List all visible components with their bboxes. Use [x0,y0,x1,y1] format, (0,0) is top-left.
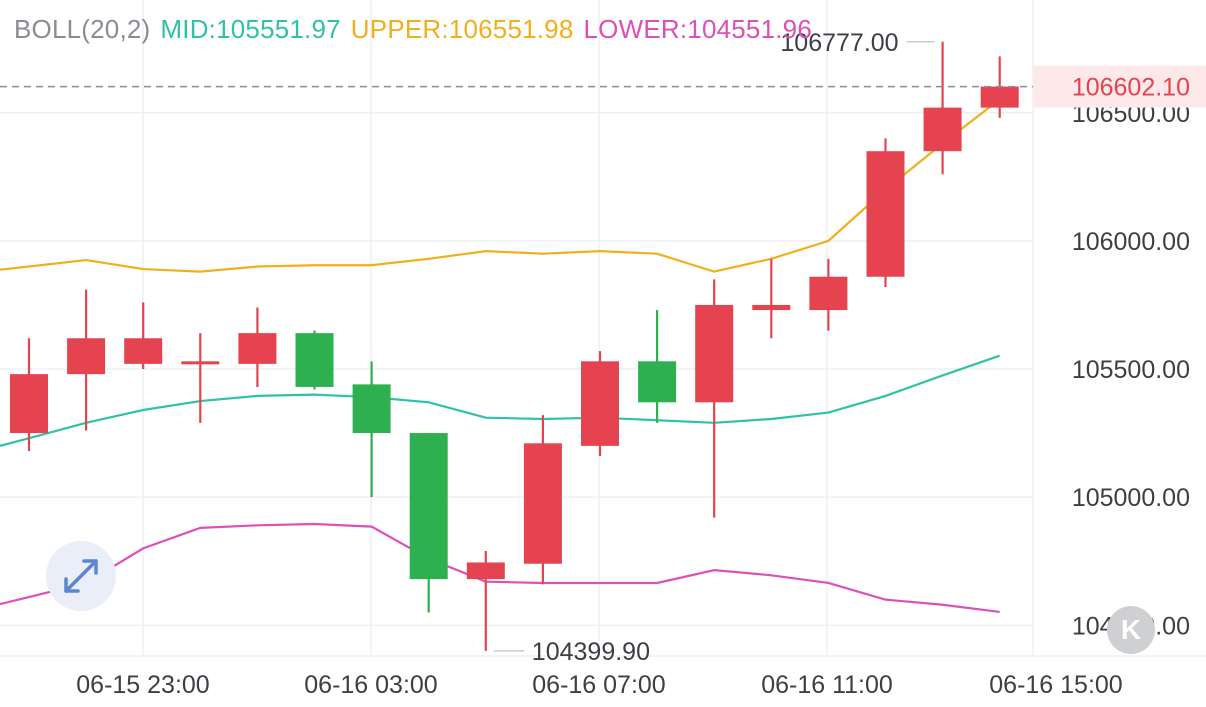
candle-body[interactable] [181,361,220,365]
candle-body[interactable] [10,374,48,434]
y-tick-label: 105000.00 [1072,484,1190,512]
x-tick-label: 06-16 07:00 [532,671,665,699]
x-tick-label: 06-16 15:00 [989,671,1122,699]
x-tick-label: 06-16 03:00 [304,671,437,699]
x-tick-label: 06-15 23:00 [76,671,209,699]
boll-upper-line [0,98,1001,273]
candle-body[interactable] [67,338,106,375]
candle-body[interactable] [238,333,277,364]
legend-upper: UPPER:106551.98 [350,14,574,44]
legend-mid: MID:105551.97 [160,14,341,44]
candle-body[interactable] [923,107,962,152]
boll-mid-line [0,354,1001,447]
low-price-label: 104399.90 [532,638,650,666]
candle-body[interactable] [809,276,848,311]
candle-body[interactable] [695,304,734,403]
candle-body[interactable] [466,562,505,580]
candle-body[interactable] [409,433,448,580]
candle-body[interactable] [980,86,1019,108]
current-price-label: 106602.10 [1072,74,1190,102]
legend-lower: LOWER:104551.96 [583,14,812,44]
candle-body[interactable] [866,151,905,277]
candle-body[interactable] [295,333,334,387]
candle-body[interactable] [581,361,619,446]
candle-body[interactable] [752,304,791,311]
k-logo-icon: K [1120,614,1142,645]
boll-legend: BOLL(20,2) MID:105551.97 UPPER:106551.98 LO… [14,14,822,45]
candle-body[interactable] [638,361,677,403]
candle-body[interactable] [124,338,163,364]
x-tick-label: 06-16 11:00 [761,671,893,699]
y-tick-label: 106000.00 [1072,228,1190,256]
y-tick-label: 105500.00 [1072,356,1190,384]
candle-body[interactable] [352,384,391,434]
high-price-label: 106777.00 [780,29,898,57]
expand-chart-button[interactable] [46,541,116,611]
candle-body[interactable] [523,443,562,564]
k-logo-button[interactable]: K [1107,606,1155,654]
current-price-tag [1033,65,1206,108]
legend-title: BOLL(20,2) [14,14,151,44]
expand-arrows-icon [64,559,98,593]
